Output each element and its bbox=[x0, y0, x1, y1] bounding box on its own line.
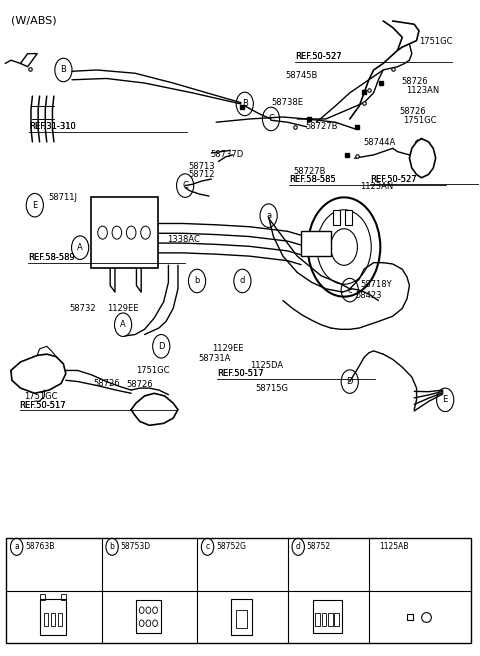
Text: A: A bbox=[120, 320, 126, 329]
Bar bbox=[51, 613, 55, 626]
Bar bbox=[236, 610, 247, 628]
Text: REF.31-310: REF.31-310 bbox=[29, 122, 76, 131]
Bar bbox=[322, 613, 326, 626]
Text: 58738E: 58738E bbox=[271, 98, 303, 107]
Text: a: a bbox=[14, 543, 19, 551]
Text: c: c bbox=[348, 285, 352, 295]
Text: 58732: 58732 bbox=[69, 304, 96, 313]
Bar bbox=[136, 600, 161, 633]
Bar bbox=[58, 613, 62, 626]
Bar bbox=[335, 613, 339, 626]
Text: 58744A: 58744A bbox=[363, 138, 396, 147]
Text: REF.58-585: REF.58-585 bbox=[288, 175, 336, 184]
Text: 1751GC: 1751GC bbox=[136, 366, 169, 375]
Bar bbox=[345, 211, 352, 225]
Text: b: b bbox=[109, 543, 115, 551]
Text: C: C bbox=[182, 181, 188, 190]
Text: 1751GC: 1751GC bbox=[403, 115, 437, 125]
Text: REF.50-517: REF.50-517 bbox=[20, 401, 66, 409]
Text: D: D bbox=[158, 342, 165, 351]
Text: B: B bbox=[60, 66, 66, 75]
FancyBboxPatch shape bbox=[91, 197, 158, 268]
Text: 1129EE: 1129EE bbox=[212, 344, 244, 354]
Text: 58423: 58423 bbox=[356, 291, 382, 300]
Text: REF.58-589: REF.58-589 bbox=[28, 253, 74, 262]
Text: 1123AN: 1123AN bbox=[360, 182, 394, 191]
Text: 1125AB: 1125AB bbox=[379, 543, 409, 551]
Bar bbox=[312, 600, 342, 633]
Text: 58715G: 58715G bbox=[255, 384, 288, 392]
Text: REF.31-310: REF.31-310 bbox=[29, 122, 76, 131]
Text: 58727B: 58727B bbox=[306, 122, 338, 131]
Text: 58763B: 58763B bbox=[25, 543, 55, 551]
Bar bbox=[40, 599, 66, 635]
Text: 58712: 58712 bbox=[189, 170, 215, 179]
Text: REF.50-527: REF.50-527 bbox=[295, 52, 341, 62]
Text: 58752: 58752 bbox=[307, 543, 331, 551]
Bar bbox=[39, 594, 45, 600]
Text: E: E bbox=[32, 201, 37, 210]
Bar bbox=[60, 594, 66, 600]
Text: 1125DA: 1125DA bbox=[251, 361, 284, 370]
Text: A: A bbox=[77, 243, 83, 252]
Text: D: D bbox=[347, 377, 353, 386]
Bar bbox=[333, 211, 340, 225]
Text: 1751GC: 1751GC bbox=[24, 392, 58, 401]
Text: (W/ABS): (W/ABS) bbox=[11, 16, 57, 26]
Text: REF.58-589: REF.58-589 bbox=[28, 253, 74, 262]
Text: 58752G: 58752G bbox=[216, 543, 246, 551]
Text: REF.50-527: REF.50-527 bbox=[370, 174, 417, 184]
Text: REF.50-527: REF.50-527 bbox=[370, 174, 417, 184]
Text: b: b bbox=[194, 276, 200, 285]
Text: 58731A: 58731A bbox=[198, 354, 230, 363]
Text: 58726: 58726 bbox=[400, 107, 427, 115]
Text: 58745B: 58745B bbox=[285, 72, 318, 80]
Text: 58711J: 58711J bbox=[48, 193, 77, 202]
Bar bbox=[44, 613, 48, 626]
Bar bbox=[231, 599, 252, 635]
Text: 58718Y: 58718Y bbox=[360, 280, 392, 289]
Text: C: C bbox=[268, 114, 274, 123]
Text: 1129EE: 1129EE bbox=[108, 304, 139, 313]
Text: 58713: 58713 bbox=[189, 161, 215, 171]
Text: d: d bbox=[240, 276, 245, 285]
Text: E: E bbox=[443, 396, 448, 404]
Text: B: B bbox=[242, 100, 248, 108]
Text: a: a bbox=[266, 211, 271, 220]
Text: 1338AC: 1338AC bbox=[168, 236, 200, 244]
Text: 58753D: 58753D bbox=[120, 543, 151, 551]
Text: REF.50-517: REF.50-517 bbox=[217, 369, 264, 379]
Text: 58726: 58726 bbox=[93, 379, 120, 388]
Text: d: d bbox=[296, 543, 300, 551]
Text: c: c bbox=[205, 543, 210, 551]
Bar bbox=[315, 613, 320, 626]
Text: 58726: 58726 bbox=[126, 380, 153, 389]
Text: 58727B: 58727B bbox=[293, 167, 326, 176]
Text: 1123AN: 1123AN bbox=[406, 86, 439, 94]
Text: REF.50-517: REF.50-517 bbox=[217, 369, 264, 379]
Bar bbox=[301, 232, 331, 256]
Text: 58726: 58726 bbox=[401, 77, 428, 85]
Text: REF.50-527: REF.50-527 bbox=[295, 52, 341, 62]
Text: 58737D: 58737D bbox=[210, 150, 244, 159]
Bar bbox=[328, 613, 333, 626]
Bar bbox=[6, 539, 471, 643]
Text: REF.58-585: REF.58-585 bbox=[288, 175, 336, 184]
Text: 1751GC: 1751GC bbox=[419, 37, 453, 47]
Text: REF.50-517: REF.50-517 bbox=[20, 401, 66, 409]
